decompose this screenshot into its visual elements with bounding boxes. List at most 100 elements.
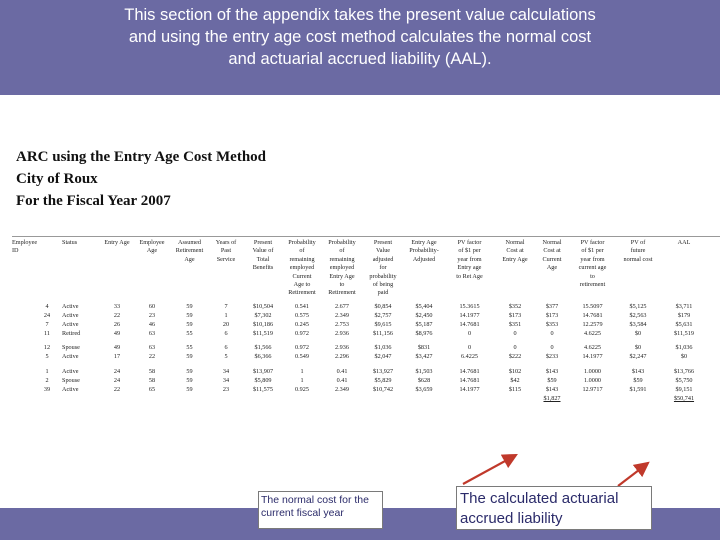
table-cell: $13,766: [673, 368, 695, 376]
column-header: PV factor of $1 per year from Entry age to R…: [456, 239, 483, 280]
cost-table-sheet: Employee ID Status Entry Age Employee Age Assu…: [12, 236, 720, 404]
table-cell: 0.972: [295, 344, 309, 352]
table-cell: $59: [633, 377, 643, 385]
table-cell: 22: [148, 353, 156, 361]
aal-total: $50,741: [673, 395, 695, 402]
table-cell: 23: [222, 386, 230, 394]
arrow-to-aal: [617, 461, 650, 487]
table-cell: 15.5097: [582, 302, 603, 310]
aal-callout: The calculated actuarial accrued liabili…: [456, 486, 652, 530]
table-cell: 5: [45, 353, 49, 361]
table-cell: 55: [186, 329, 193, 337]
table-cell: $42: [510, 377, 520, 385]
table-cell: 20: [222, 320, 230, 328]
table-cell: 0.245: [295, 320, 309, 328]
table-cell: 0: [513, 344, 517, 352]
table-cell: $2,450: [415, 311, 433, 319]
column-header: Entry Age Probability- Adjusted: [409, 239, 439, 263]
table-cell: 2.349: [335, 311, 349, 319]
table-cell: $831: [417, 344, 431, 352]
table-cell: 14.1977: [459, 386, 480, 394]
table-cell: $351: [508, 320, 522, 328]
table-cell: 59: [186, 386, 193, 394]
column-header: Employee ID: [12, 239, 38, 255]
table-cell: 0.972: [295, 329, 309, 337]
table-cell: $179: [677, 311, 691, 319]
table-cell: $5,404: [415, 302, 433, 310]
table-cell: 1.0000: [583, 368, 601, 376]
table-cell: Spouse: [62, 377, 80, 385]
table-cell: 63: [148, 344, 156, 352]
heading-line: and using the entry age cost method calc…: [128, 28, 592, 46]
table-cell: 14.1977: [582, 353, 603, 361]
table-top-rule: [12, 236, 720, 237]
table-cell: $5,631: [675, 320, 693, 328]
table-cell: 0: [550, 344, 554, 352]
column-header: Probability of remaining employed Current Age…: [288, 239, 316, 297]
report-city: City of Roux: [16, 171, 98, 187]
table-cell: 4.6225: [583, 329, 601, 337]
table-cell: 6: [224, 329, 228, 337]
table-cell: $0,854: [374, 302, 392, 310]
table-cell: 55: [186, 344, 193, 352]
table-cell: 5: [224, 353, 228, 361]
heading-line: and actuarial accrued liability (AAL).: [228, 50, 492, 68]
table-cell: $3,659: [415, 386, 433, 394]
table-cell: 22: [113, 386, 121, 394]
table-cell: $10,742: [372, 386, 394, 394]
table-cell: 0: [550, 329, 554, 337]
column-header: Entry Age: [104, 239, 130, 246]
table-cell: 0: [467, 344, 472, 352]
table-cell: $143: [545, 386, 559, 394]
table-cell: $352: [508, 302, 522, 310]
table-cell: 49: [113, 344, 121, 352]
table-cell: 59: [186, 368, 193, 376]
table-cell: 14.7681: [459, 377, 480, 385]
table-cell: Active: [62, 302, 79, 310]
table-cell: 24: [113, 377, 121, 385]
table-cell: 6: [224, 344, 228, 352]
table-cell: $2,047: [374, 353, 392, 361]
column-header: Present Value of Total Benefits: [252, 239, 274, 272]
table-cell: $3,427: [415, 353, 433, 361]
table-cell: $1,036: [374, 344, 392, 352]
table-cell: $5,829: [374, 377, 392, 385]
table-cell: 2.936: [335, 344, 349, 352]
table-cell: 12.2579: [582, 320, 603, 328]
table-cell: $3,584: [629, 320, 647, 328]
table-cell: $10,504: [252, 302, 274, 310]
table-cell: 24: [113, 368, 121, 376]
table-cell: $0: [634, 344, 642, 352]
table-row: 5 Active 17 22 59 5 $6,366 0.549 2.296 $2,047 $3,4…: [12, 353, 709, 362]
table-cell: $11,519: [253, 329, 273, 337]
table-cell: $11,156: [373, 329, 393, 337]
table-cell: 15.3615: [459, 302, 480, 310]
table-cell: 24: [43, 311, 51, 319]
table-cell: $2,247: [629, 353, 647, 361]
table-cell: 34: [222, 377, 230, 385]
table-cell: $353: [545, 320, 559, 328]
heading-line: This section of the appendix takes the p…: [124, 6, 596, 24]
table-row: 7 Active 26 46 59 20 $10,186 0.245 2.753 $9,615 $5…: [12, 321, 709, 330]
callout-line: The calculated actuarial: [460, 490, 619, 507]
table-cell: 26: [113, 320, 121, 328]
column-header: Normal Cost at Entry Age: [502, 239, 528, 263]
table-cell: $5,125: [629, 302, 647, 310]
table-cell: 2.349: [335, 386, 349, 394]
table-cell: 7: [45, 320, 49, 328]
table-cell: $6,366: [254, 353, 272, 361]
table-cell: 0.41: [336, 377, 348, 385]
table-cell: $115: [508, 386, 522, 394]
table-row: 11 Retired 49 63 55 6 $11,519 0.972 2.936 $11,156…: [12, 330, 709, 339]
table-cell: 12.9717: [582, 386, 603, 394]
table-cell: $233: [545, 353, 559, 361]
table-cell: 65: [148, 386, 156, 394]
table-cell: $13,907: [252, 368, 274, 376]
table-cell: $377: [545, 302, 559, 310]
callout-line: The normal cost for the: [261, 494, 369, 506]
column-header: PV of future normal cost: [623, 239, 653, 263]
table-cell: 14.1977: [459, 311, 480, 319]
column-header: Assumed Retirement Age: [175, 239, 204, 263]
table-cell: 0: [467, 329, 472, 337]
table-cell: 33: [113, 302, 121, 310]
